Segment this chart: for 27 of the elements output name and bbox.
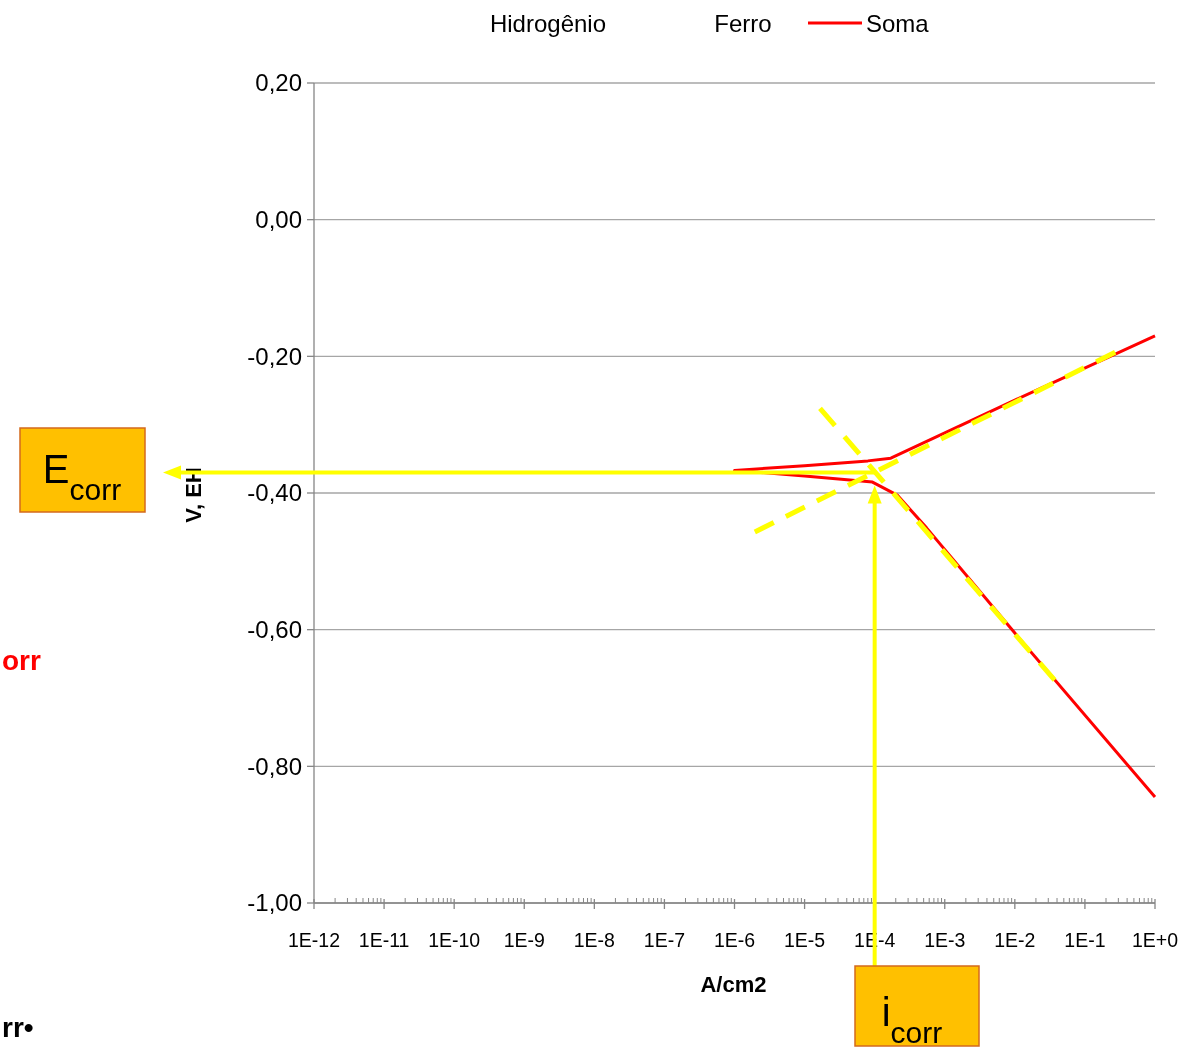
x-tick-label: 1E-3 xyxy=(924,929,966,951)
y-tick-label: -0,60 xyxy=(247,616,302,644)
text: rr• xyxy=(2,1012,34,1043)
y-tick-label: -1,00 xyxy=(247,889,302,917)
x-tick-label: 1E-2 xyxy=(994,929,1036,951)
x-tick-label: 1E-11 xyxy=(358,929,410,951)
x-tick-label: 1E-9 xyxy=(503,929,545,951)
text: Hidrogênio xyxy=(489,10,607,37)
y-tick-label: 0,20 xyxy=(255,69,302,97)
x-tick-label: 1E-10 xyxy=(428,929,481,951)
y-tick-label: -0,40 xyxy=(247,479,302,507)
x-tick-label: 1E-5 xyxy=(783,929,826,951)
text: orr xyxy=(2,645,41,676)
x-tick-label: 1E-8 xyxy=(573,929,615,951)
text: Ferro xyxy=(714,10,772,37)
x-axis-title: A/cm2 xyxy=(700,972,767,997)
x-tick-label: 1E-6 xyxy=(713,929,756,951)
y-tick-label: 0,00 xyxy=(255,206,302,234)
y-tick-label: -0,20 xyxy=(247,342,302,370)
x-tick-label: 1E-12 xyxy=(287,929,341,951)
x-tick-label: 1E-7 xyxy=(643,929,686,951)
x-tick-label: 1E-1 xyxy=(1064,929,1106,951)
ref-line-label: i$_{corr}$ xyxy=(881,990,943,1049)
x-tick-label: 1E+0 xyxy=(1131,929,1179,951)
legend-label: Soma xyxy=(866,10,930,37)
y-tick-label: -0,80 xyxy=(247,752,302,780)
ref-line-label: E$_{corr}$ xyxy=(42,447,122,506)
